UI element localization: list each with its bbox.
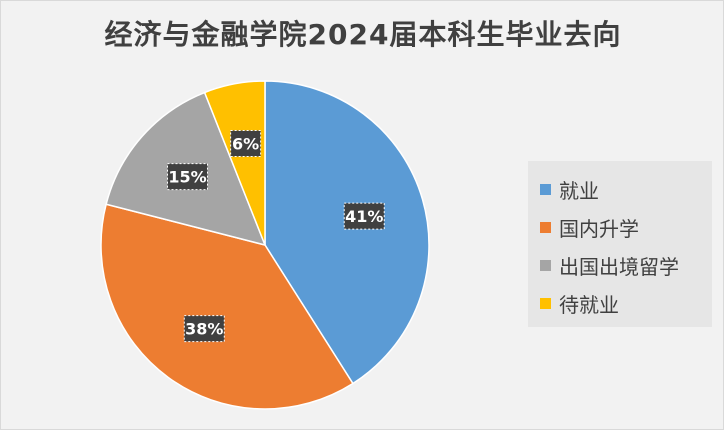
data-label-box — [183, 315, 225, 343]
data-label-text: 6% — [232, 135, 259, 154]
legend-label: 待就业 — [559, 292, 619, 317]
data-label: 41% — [343, 202, 385, 230]
data-label-box — [343, 202, 385, 230]
data-label-box — [230, 130, 262, 158]
data-label-text: 38% — [185, 320, 223, 339]
data-label: 38% — [183, 315, 225, 343]
legend-label: 国内升学 — [559, 216, 639, 241]
data-label: 15% — [166, 163, 208, 191]
data-label-text: 15% — [168, 168, 206, 187]
legend-swatch — [540, 183, 551, 195]
legend-item-awaiting-employment: 待就业 — [540, 284, 712, 322]
data-label-box — [166, 163, 208, 191]
slice-domestic-study — [100, 203, 354, 410]
legend: 就业 国内升学 出国出境留学 待就业 — [528, 161, 712, 327]
legend-item-study-abroad: 出国出境留学 — [540, 246, 712, 284]
legend-swatch — [540, 259, 551, 271]
pie-slices — [100, 80, 430, 410]
legend-swatch — [540, 221, 551, 233]
slice-awaiting-employment — [203, 80, 266, 246]
data-label-text: 41% — [345, 207, 383, 226]
pie-data-labels: 41% 38% 15% 6% — [166, 130, 385, 343]
data-label: 6% — [230, 130, 262, 158]
chart-title: 经济与金融学院2024届本科生毕业去向 — [104, 18, 622, 51]
slice-employment — [264, 80, 430, 385]
legend-item-domestic-study: 国内升学 — [540, 208, 712, 246]
legend-label: 就业 — [559, 178, 599, 203]
legend-swatch — [540, 297, 551, 309]
legend-label: 出国出境留学 — [559, 254, 679, 279]
legend-item-employment: 就业 — [540, 170, 712, 208]
